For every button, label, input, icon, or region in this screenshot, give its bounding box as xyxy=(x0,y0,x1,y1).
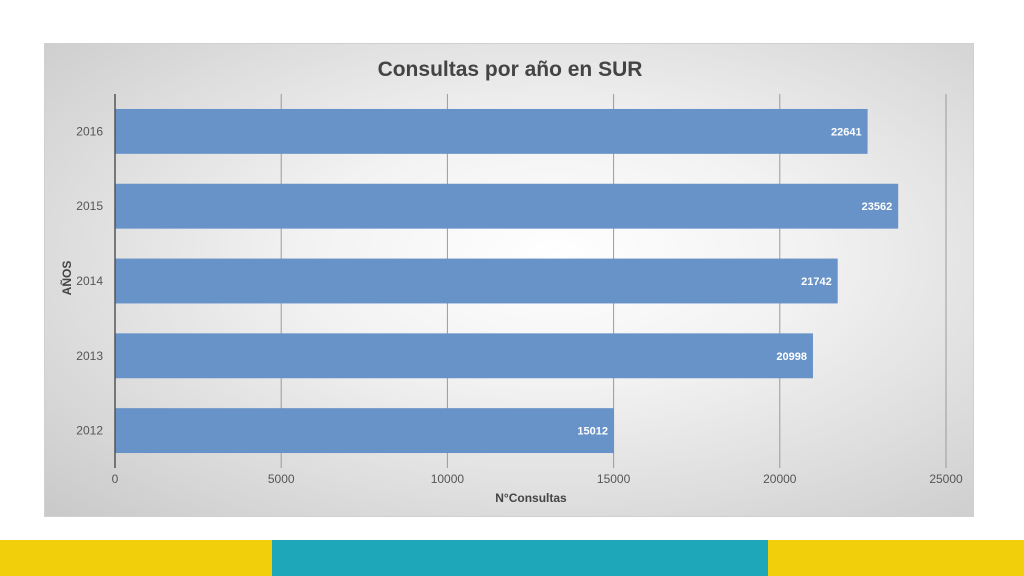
data-label: 22641 xyxy=(831,126,862,138)
data-label: 21742 xyxy=(801,276,832,288)
bar xyxy=(115,108,868,154)
x-tick-label: 20000 xyxy=(763,472,797,486)
y-tick-labels: 2016 2015 2014 2013 2012 xyxy=(76,124,103,437)
y-tick-label: 2014 xyxy=(76,274,103,288)
y-tick-label: 2016 xyxy=(76,124,103,138)
data-label: 20998 xyxy=(776,351,807,363)
x-tick-label: 0 xyxy=(112,472,119,486)
footer-band-left xyxy=(0,540,272,576)
y-axis-label: AÑOS xyxy=(59,261,74,296)
x-tick-label: 5000 xyxy=(268,472,295,486)
footer-band-center xyxy=(272,540,768,576)
x-tick-label: 10000 xyxy=(431,472,465,486)
x-tick-label: 15000 xyxy=(597,472,631,486)
bar xyxy=(115,408,614,454)
bar-chart: Consultas por año en SUR 22641 23562 21742… xyxy=(59,58,963,505)
data-label: 23562 xyxy=(862,201,893,213)
bar xyxy=(115,258,838,304)
x-tick-labels: 0 5000 10000 15000 20000 25000 xyxy=(112,472,963,486)
x-tick-label: 25000 xyxy=(929,472,963,486)
y-tick-label: 2012 xyxy=(76,424,103,438)
bar xyxy=(115,183,899,229)
footer-band-right xyxy=(768,540,1024,576)
bar xyxy=(115,333,813,379)
data-label: 15012 xyxy=(577,426,608,438)
y-tick-label: 2015 xyxy=(76,199,103,213)
bars: 22641 23562 21742 20998 15012 xyxy=(115,108,899,454)
chart-title: Consultas por año en SUR xyxy=(378,58,643,81)
x-axis-label: N°Consultas xyxy=(495,491,567,505)
y-tick-label: 2013 xyxy=(76,349,103,363)
chart-frame: Consultas por año en SUR 22641 23562 21742… xyxy=(44,43,974,517)
